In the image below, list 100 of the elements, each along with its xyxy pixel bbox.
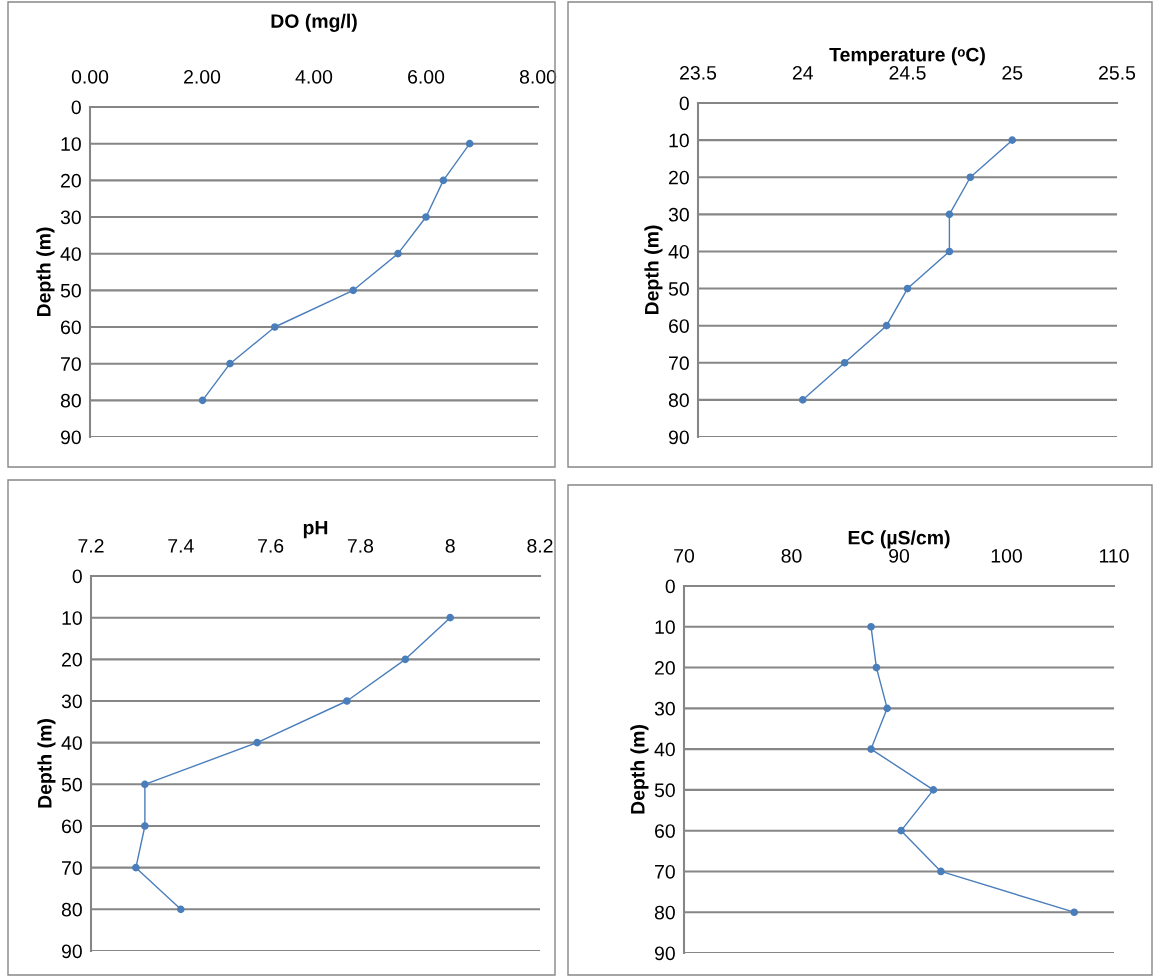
x-tick-label: 7.2	[78, 538, 104, 553]
y-tick-label: 0	[679, 96, 689, 111]
point	[465, 139, 474, 148]
y-tick-label: 0	[665, 579, 675, 594]
y-axis-title: Depth (m)	[37, 719, 56, 808]
x-tick-label: 80	[781, 548, 802, 563]
x-tick-label: 25.5	[1099, 65, 1136, 80]
y-tick-label: 10	[62, 611, 82, 625]
point	[867, 622, 875, 631]
y-tick-label: 50	[668, 282, 689, 296]
point	[883, 704, 891, 713]
x-tick-label: 4.00	[295, 69, 333, 84]
y-tick-label: 70	[669, 356, 689, 371]
y-tick-label: 60	[669, 319, 689, 333]
point	[903, 284, 912, 293]
point	[141, 822, 149, 830]
point	[897, 826, 905, 835]
point	[937, 867, 945, 876]
point	[401, 655, 410, 664]
y-tick-label: 90	[60, 430, 81, 445]
point	[253, 738, 261, 747]
y-tick-label: 70	[61, 357, 81, 371]
y-tick-label: 20	[61, 173, 81, 188]
y-tick-label: 50	[654, 783, 675, 798]
y-tick-label: 80	[654, 905, 675, 920]
y-tick-label: 70	[655, 864, 675, 879]
x-tick-label: 24.5	[889, 65, 926, 80]
x-tick-label: 8.2	[527, 538, 553, 553]
point	[439, 176, 448, 185]
y-tick-label: 60	[655, 824, 675, 838]
point	[176, 905, 185, 914]
point	[132, 863, 140, 872]
y-tick-label: 70	[62, 861, 82, 875]
chart-title: EC (µS/cm)	[848, 530, 950, 549]
point	[141, 780, 149, 789]
y-tick-label: 0	[71, 100, 81, 115]
y-tick-label: 40	[668, 244, 689, 259]
x-tick-label: 7.8	[347, 538, 374, 553]
x-tick-label: 90	[889, 548, 910, 563]
y-tick-label: 30	[668, 207, 689, 222]
x-tick-label: 6.00	[408, 69, 445, 84]
point	[966, 173, 975, 182]
y-tick-label: 10	[61, 137, 81, 151]
y-tick-label: 40	[654, 742, 675, 757]
y-tick-label: 80	[61, 902, 82, 917]
x-tick-label: 8.00	[519, 69, 557, 84]
point	[945, 247, 954, 256]
y-tick-label: 80	[60, 393, 81, 408]
x-tick-label: 25	[1002, 65, 1023, 80]
point	[840, 358, 849, 367]
y-tick-label: 50	[61, 777, 82, 792]
y-tick-label: 40	[60, 247, 81, 261]
point	[798, 396, 807, 404]
y-tick-label: 20	[669, 170, 689, 185]
point	[867, 745, 875, 753]
y-tick-label: 30	[60, 210, 81, 225]
point	[422, 213, 430, 221]
x-tick-label: 0.00	[71, 69, 109, 84]
y-tick-label: 20	[655, 661, 675, 675]
chart-title: DO (mg/l)	[271, 13, 357, 32]
point	[872, 663, 881, 672]
point	[226, 359, 234, 368]
y-tick-label: 60	[62, 819, 82, 834]
x-tick-label: 2.00	[184, 69, 221, 84]
point	[882, 321, 891, 330]
chart-title: Temperature (ᵒC)	[829, 47, 985, 66]
point	[349, 286, 358, 295]
x-tick-label: 23.5	[680, 65, 717, 80]
y-tick-label: 40	[61, 736, 82, 750]
point	[446, 613, 455, 622]
x-tick-label: 7.4	[168, 539, 194, 553]
x-tick-label: 24	[792, 65, 813, 80]
x-tick-label: 8	[445, 538, 455, 553]
chart-title: pH	[303, 520, 328, 539]
y-axis-title: Depth (m)	[644, 225, 663, 315]
y-tick-label: 10	[669, 133, 689, 148]
point	[394, 249, 402, 258]
y-tick-label: 20	[62, 652, 82, 667]
y-tick-label: 60	[61, 320, 81, 335]
y-axis-title: Depth (m)	[36, 227, 55, 317]
x-tick-label: 100	[991, 548, 1022, 563]
y-tick-label: 90	[668, 430, 689, 445]
y-axis-title: Depth (m)	[630, 725, 649, 814]
y-tick-label: 50	[60, 283, 81, 298]
point	[1070, 908, 1079, 917]
point	[945, 210, 954, 219]
y-tick-label: 30	[61, 694, 82, 709]
point	[1008, 136, 1017, 144]
x-tick-label: 110	[1099, 548, 1129, 563]
point	[270, 323, 279, 331]
y-tick-label: 10	[655, 620, 675, 635]
y-tick-label: 30	[654, 701, 675, 716]
y-tick-label: 80	[668, 393, 689, 408]
x-tick-label: 7.6	[258, 538, 284, 553]
y-tick-label: 90	[654, 946, 675, 961]
point	[198, 396, 207, 405]
point	[929, 786, 938, 794]
y-tick-label: 0	[72, 569, 82, 584]
point	[343, 697, 351, 705]
y-tick-label: 90	[61, 944, 82, 959]
